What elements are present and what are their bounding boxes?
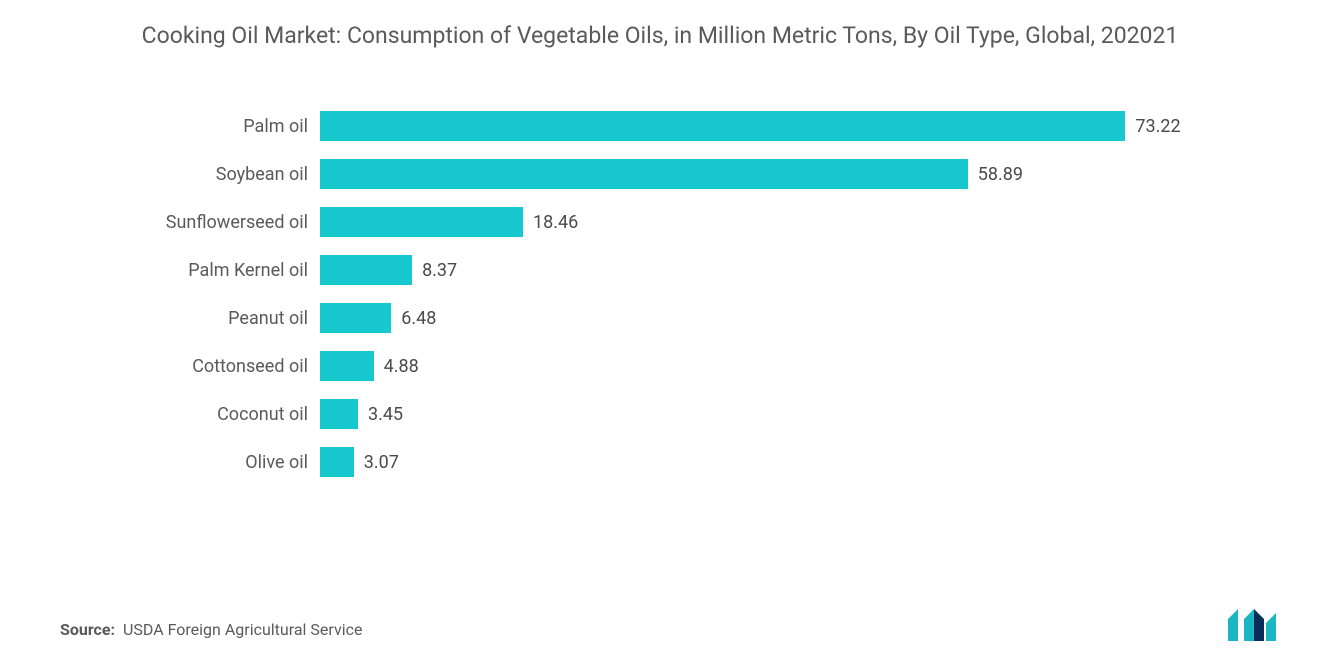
bar	[320, 255, 412, 285]
value-label: 4.88	[384, 356, 419, 377]
bar	[320, 351, 374, 381]
category-label: Olive oil	[100, 452, 320, 473]
bar-track: 4.88	[320, 342, 1200, 390]
bar-row: Coconut oil 3.45	[100, 390, 1200, 438]
category-label: Sunflowerseed oil	[100, 212, 320, 233]
bar	[320, 303, 391, 333]
bar	[320, 207, 523, 237]
bar-track: 18.46	[320, 198, 1200, 246]
value-label: 3.07	[364, 452, 399, 473]
bar-row: Peanut oil 6.48	[100, 294, 1200, 342]
category-label: Palm oil	[100, 116, 320, 137]
category-label: Coconut oil	[100, 404, 320, 425]
bar	[320, 159, 968, 189]
bar-track: 8.37	[320, 246, 1200, 294]
chart-title: Cooking Oil Market: Consumption of Veget…	[40, 20, 1280, 52]
source-label: Source:	[60, 620, 115, 639]
source-attribution: Source: USDA Foreign Agricultural Servic…	[60, 620, 362, 639]
value-label: 58.89	[978, 164, 1023, 185]
bar-row: Palm Kernel oil 8.37	[100, 246, 1200, 294]
category-label: Palm Kernel oil	[100, 260, 320, 281]
category-label: Peanut oil	[100, 308, 320, 329]
category-label: Soybean oil	[100, 164, 320, 185]
value-label: 6.48	[401, 308, 436, 329]
bar-chart: Palm oil 73.22 Soybean oil 58.89 Sunflow…	[100, 102, 1200, 486]
value-label: 18.46	[533, 212, 578, 233]
value-label: 3.45	[368, 404, 403, 425]
bar-row: Cottonseed oil 4.88	[100, 342, 1200, 390]
bar-track: 6.48	[320, 294, 1200, 342]
bar	[320, 447, 354, 477]
brand-logo-icon	[1226, 605, 1284, 643]
bar-track: 3.45	[320, 390, 1200, 438]
category-label: Cottonseed oil	[100, 356, 320, 377]
bar-track: 3.07	[320, 438, 1200, 486]
value-label: 73.22	[1135, 116, 1180, 137]
bar-row: Olive oil 3.07	[100, 438, 1200, 486]
bar-row: Soybean oil 58.89	[100, 150, 1200, 198]
source-text: USDA Foreign Agricultural Service	[123, 620, 362, 639]
bar-track: 73.22	[320, 102, 1200, 150]
bar-row: Sunflowerseed oil 18.46	[100, 198, 1200, 246]
bar-row: Palm oil 73.22	[100, 102, 1200, 150]
bar-track: 58.89	[320, 150, 1200, 198]
value-label: 8.37	[422, 260, 457, 281]
bar	[320, 399, 358, 429]
bar	[320, 111, 1125, 141]
